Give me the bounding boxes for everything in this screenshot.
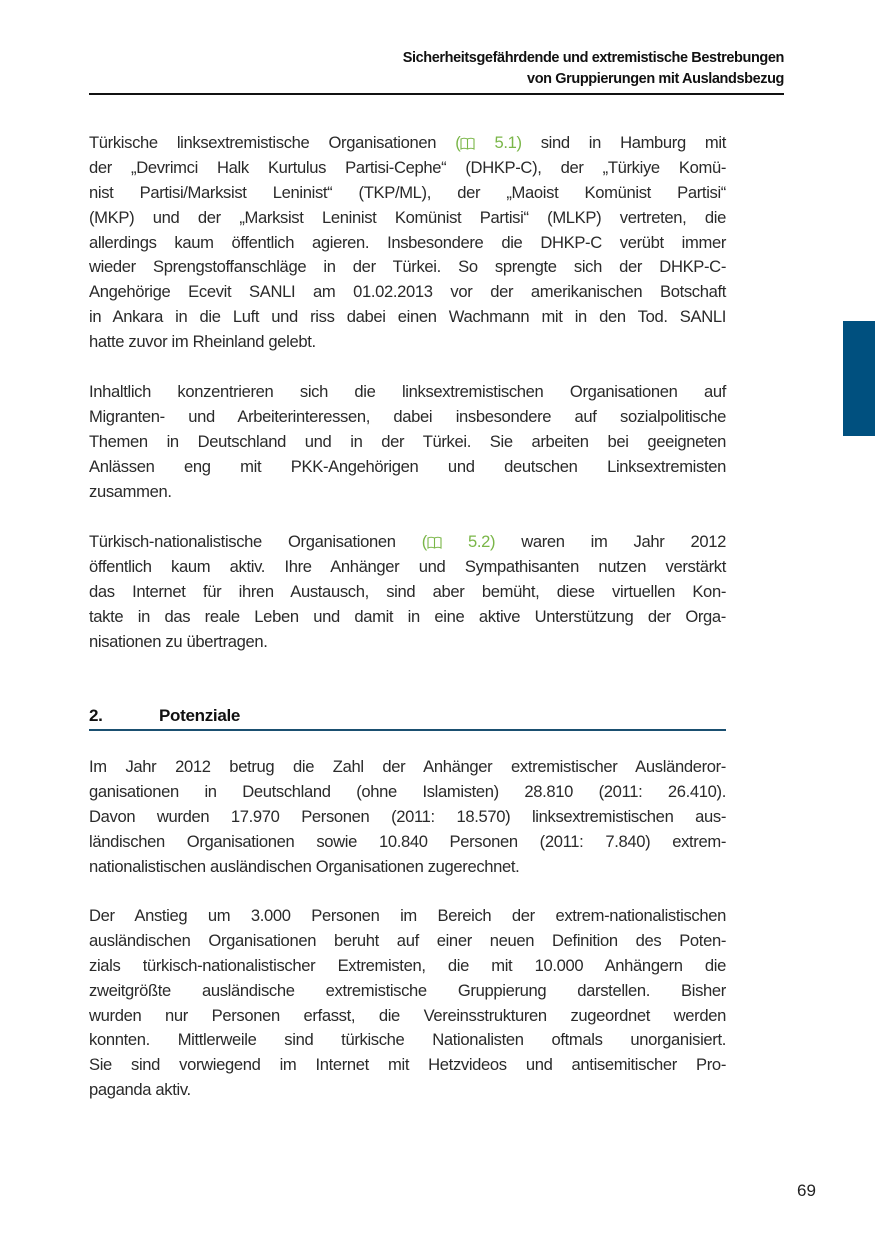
text-line: (MKP) und der „Marksist Leninist Komünis…: [89, 207, 726, 227]
text-segment: waren im Jahr 2012: [495, 532, 726, 551]
text-line: ländischen Organisationen sowie 10.840 P…: [89, 831, 726, 851]
text-line: Sie sind vorwiegend im Internet mit Hetz…: [89, 1055, 726, 1075]
paragraph-nationalistische-organisationen: Türkisch-nationalistische Organisationen…: [89, 530, 726, 654]
text-line: zweitgrößte ausländische extremistische …: [89, 980, 726, 1000]
text-segment: sind in Hamburg mit: [521, 133, 727, 152]
text-line: allerdings kaum öffentlich agieren. Insb…: [89, 232, 726, 252]
ref-open-paren: (: [455, 133, 461, 152]
text-line: Der Anstieg um 3.000 Personen im Bereich…: [89, 906, 726, 925]
ref-open-paren: (: [421, 532, 428, 551]
text-line: hatte zuvor im Rheinland gelebt.: [89, 332, 316, 352]
paragraph-anhaenger-zahl: Im Jahr 2012 betrug die Zahl der Anhänge…: [89, 755, 726, 879]
text-line: Migranten- und Arbeiterinteressen, dabei…: [89, 406, 726, 426]
text-line: das Internet für ihren Austausch, sind a…: [89, 581, 726, 601]
running-header: Sicherheitsgefährdende und extremistisch…: [402, 48, 785, 90]
section-divider: [89, 729, 726, 731]
chapter-reference-link[interactable]: ( 5.2): [421, 532, 496, 551]
text-line: Angehörige Ecevit SANLI am 01.02.2013 vo…: [89, 282, 726, 302]
ref-number: 5.1): [494, 133, 522, 152]
ref-number: 5.2): [467, 532, 496, 551]
text-line: Türkische linksextremistische Organisati…: [89, 131, 726, 156]
text-line: Inhaltlich konzentrieren sich die linkse…: [89, 382, 726, 401]
text-line: Themen in Deutschland und in der Türkei.…: [89, 431, 726, 451]
text-line: ausländischen Organisationen beruht auf …: [89, 930, 726, 950]
text-line: in Ankara in die Luft und riss dabei ein…: [89, 307, 726, 327]
running-header-line-1: Sicherheitsgefährdende und extremistisch…: [402, 50, 785, 66]
paragraph-anstieg: Der Anstieg um 3.000 Personen im Bereich…: [89, 904, 726, 1103]
paragraph-linksextremistische-organisationen: Türkische linksextremistische Organisati…: [89, 131, 726, 355]
text-line: paganda aktiv.: [89, 1080, 191, 1100]
text-segment: Türkisch-nationalistische Organisationen: [89, 532, 422, 551]
section-number: 2.: [89, 706, 103, 725]
text-line: nist Partisi/Marksist Leninist“ (TKP/ML)…: [89, 182, 726, 202]
section-heading: 2. Potenziale: [89, 706, 726, 726]
text-line: takte in das reale Leben und damit in ei…: [89, 606, 726, 626]
text-line: Türkisch-nationalistische Organisationen…: [89, 530, 726, 555]
text-line: nisationen zu übertragen.: [89, 631, 268, 651]
text-line: Anlässen eng mit PKK-Angehörigen und deu…: [89, 456, 726, 476]
text-line: ganisationen in Deutschland (ohne Islami…: [89, 781, 726, 801]
text-line: wieder Sprengstoffanschläge in der Türke…: [89, 257, 726, 277]
text-line: wurden nur Personen erfasst, die Vereins…: [89, 1005, 726, 1025]
chapter-reference-link[interactable]: ( 5.1): [455, 133, 522, 152]
book-icon: [460, 133, 475, 152]
header-divider: [89, 93, 784, 95]
book-icon: [427, 532, 442, 551]
paragraph-inhaltlich: Inhaltlich konzentrieren sich die linkse…: [89, 380, 726, 504]
text-line: Davon wurden 17.970 Personen (2011: 18.5…: [89, 806, 726, 826]
text-line: der „Devrimci Halk Kurtulus Partisi-Ceph…: [89, 157, 726, 177]
page-number: 69: [797, 1181, 816, 1200]
text-line: konnten. Mittlerweile sind türkische Nat…: [89, 1030, 726, 1050]
text-line: nationalistischen ausländischen Organisa…: [89, 856, 520, 876]
text-segment: Türkische linksextremistische Organisati…: [89, 133, 456, 152]
chapter-tab-marker: [843, 321, 875, 436]
text-line: öffentlich kaum aktiv. Ihre Anhänger und…: [89, 556, 726, 576]
text-line: zusammen.: [89, 481, 172, 501]
section-title: Potenziale: [159, 706, 241, 725]
text-line: zials türkisch-nationalistischer Extremi…: [89, 955, 726, 975]
running-header-line-2: von Gruppierungen mit Auslandsbezug: [527, 71, 784, 87]
text-line: Im Jahr 2012 betrug die Zahl der Anhänge…: [89, 757, 726, 776]
